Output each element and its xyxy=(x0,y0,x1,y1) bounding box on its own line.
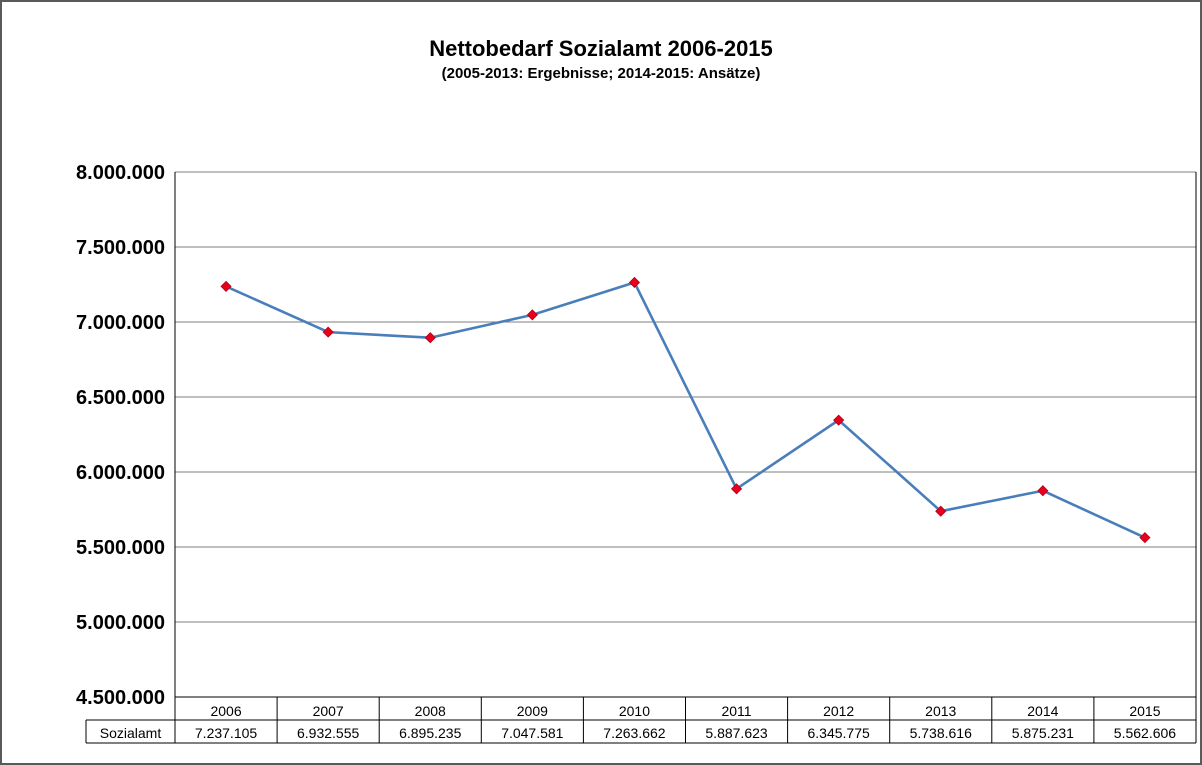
series-name-label: Sozialamt xyxy=(100,725,162,741)
data-point-marker xyxy=(1139,532,1151,544)
chart-subtitle: (2005-2013: Ergebnisse; 2014-2015: Ansät… xyxy=(441,65,761,82)
y-tick-label: 5.000.000 xyxy=(76,612,165,634)
x-category-label: 2008 xyxy=(415,703,446,719)
data-table-value: 5.875.231 xyxy=(1012,725,1074,741)
x-category-label: 2007 xyxy=(313,703,344,719)
data-point-marker xyxy=(220,280,232,292)
x-category-label: 2014 xyxy=(1027,703,1058,719)
data-table-value: 7.263.662 xyxy=(603,725,665,741)
data-table-value: 5.562.606 xyxy=(1114,725,1176,741)
data-table-value: 6.895.235 xyxy=(399,725,461,741)
x-category-label: 2015 xyxy=(1129,703,1160,719)
data-point-marker xyxy=(833,414,845,426)
x-category-label: 2006 xyxy=(210,703,241,719)
x-category-label: 2010 xyxy=(619,703,650,719)
data-point-marker xyxy=(1037,485,1049,497)
y-tick-label: 6.500.000 xyxy=(76,387,165,409)
data-point-marker xyxy=(628,276,641,289)
x-category-label: 2011 xyxy=(721,703,751,719)
y-tick-label: 7.000.000 xyxy=(76,312,165,334)
data-table-value: 5.887.623 xyxy=(705,725,767,741)
data-point-marker xyxy=(424,332,436,344)
series-line xyxy=(225,281,1146,539)
chart-title: Nettobedarf Sozialamt 2006-2015 xyxy=(429,36,773,61)
y-tick-label: 7.500.000 xyxy=(76,237,165,259)
y-tick-label: 5.500.000 xyxy=(76,537,165,559)
data-table-value: 7.237.105 xyxy=(195,725,257,741)
x-category-label: 2009 xyxy=(517,703,548,719)
data-point-marker xyxy=(526,309,538,321)
data-table-value: 5.738.616 xyxy=(910,725,972,741)
x-category-label: 2013 xyxy=(925,703,956,719)
y-tick-label: 6.000.000 xyxy=(76,462,165,484)
data-table-value: 6.932.555 xyxy=(297,725,359,741)
data-table-value: 7.047.581 xyxy=(501,725,563,741)
y-tick-label: 8.000.000 xyxy=(76,162,165,184)
data-point-marker xyxy=(935,505,947,517)
data-point-marker xyxy=(730,483,743,495)
y-tick-label: 4.500.000 xyxy=(76,687,165,709)
x-category-label: 2012 xyxy=(823,703,854,719)
data-table-value: 6.345.775 xyxy=(808,725,870,741)
data-point-marker xyxy=(322,326,334,338)
